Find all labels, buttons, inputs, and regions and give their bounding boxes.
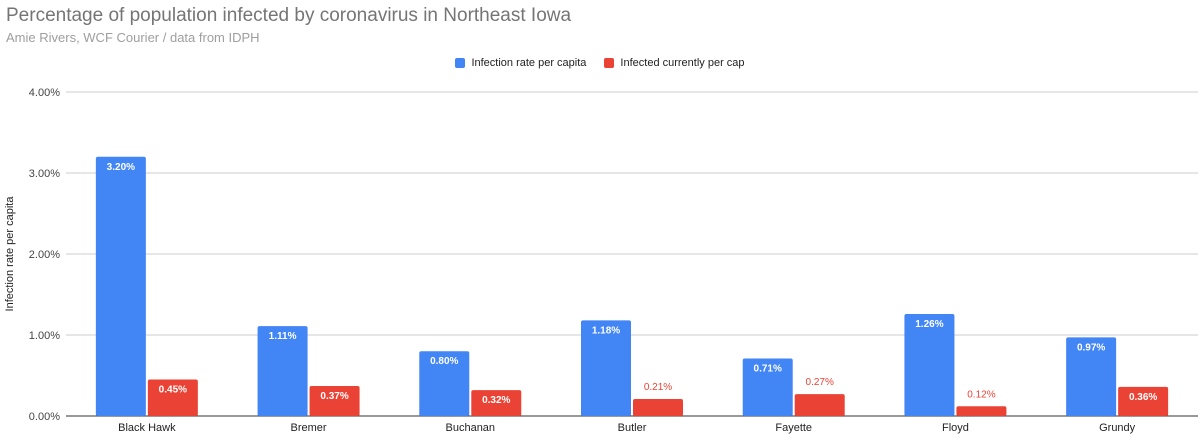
legend-label-infection-rate: Infection rate per capita (471, 57, 587, 69)
y-axis-title: Infection rate per capita (4, 196, 16, 312)
data-label: 0.36% (1129, 392, 1157, 403)
bar-infected-currently (794, 394, 845, 416)
bar-infection-rate (1066, 337, 1117, 416)
x-tick-label: Black Hawk (118, 422, 176, 434)
y-tick-label: 2.00% (29, 249, 60, 261)
bar-infected-currently (633, 398, 683, 416)
x-tick-label: Buchanan (446, 422, 496, 434)
legend-label-infected-currently: Infected currently per cap (620, 57, 745, 69)
legend-item-infected-currently[interactable]: Infected currently per cap (604, 57, 745, 69)
bar-infection-rate (742, 358, 793, 416)
y-tick-label: 0.00% (29, 411, 60, 423)
bar-infected-currently (471, 390, 522, 416)
data-label: 3.20% (107, 162, 135, 173)
data-label: 0.71% (754, 363, 782, 374)
y-tick-label: 4.00% (29, 87, 60, 99)
bar-infection-rate (419, 351, 470, 416)
data-label: 0.21% (644, 382, 672, 393)
data-label: 0.37% (320, 391, 348, 402)
x-tick-label: Floyd (942, 422, 969, 434)
data-label: 1.18% (592, 325, 620, 336)
chart-title: Percentage of population infected by cor… (6, 5, 572, 26)
data-label: 0.32% (482, 395, 510, 406)
bar-infection-rate (95, 156, 146, 417)
data-label: 0.27% (806, 377, 834, 388)
bar-infected-currently (309, 386, 360, 416)
data-label: 1.26% (915, 319, 943, 330)
x-tick-label: Butler (618, 422, 647, 434)
bar-infection-rate (904, 313, 955, 416)
bar-infection-rate (257, 326, 308, 416)
bar-infected-currently (956, 406, 1007, 416)
data-label: 0.80% (430, 356, 458, 367)
legend-swatch-infected-currently (604, 58, 615, 68)
data-label: 0.12% (967, 389, 995, 400)
data-label: 0.97% (1077, 342, 1105, 353)
data-label: 0.45% (159, 385, 187, 396)
chart-subtitle: Amie Rivers, WCF Courier / data from IDP… (6, 30, 260, 45)
data-label: 1.11% (269, 331, 297, 342)
legend-item-infection-rate[interactable]: Infection rate per capita (455, 57, 586, 69)
bar-infection-rate (581, 320, 631, 416)
x-tick-label: Grundy (1099, 422, 1136, 434)
bar-infected-currently (147, 379, 198, 416)
y-tick-label: 1.00% (29, 330, 60, 342)
legend-swatch-infection-rate (455, 58, 466, 68)
chart-legend: Infection rate per capita Infected curre… (0, 57, 1200, 69)
bar-infected-currently (1118, 386, 1169, 416)
y-tick-label: 3.00% (29, 168, 60, 180)
x-tick-label: Bremer (291, 422, 327, 434)
x-tick-label: Fayette (775, 422, 812, 434)
